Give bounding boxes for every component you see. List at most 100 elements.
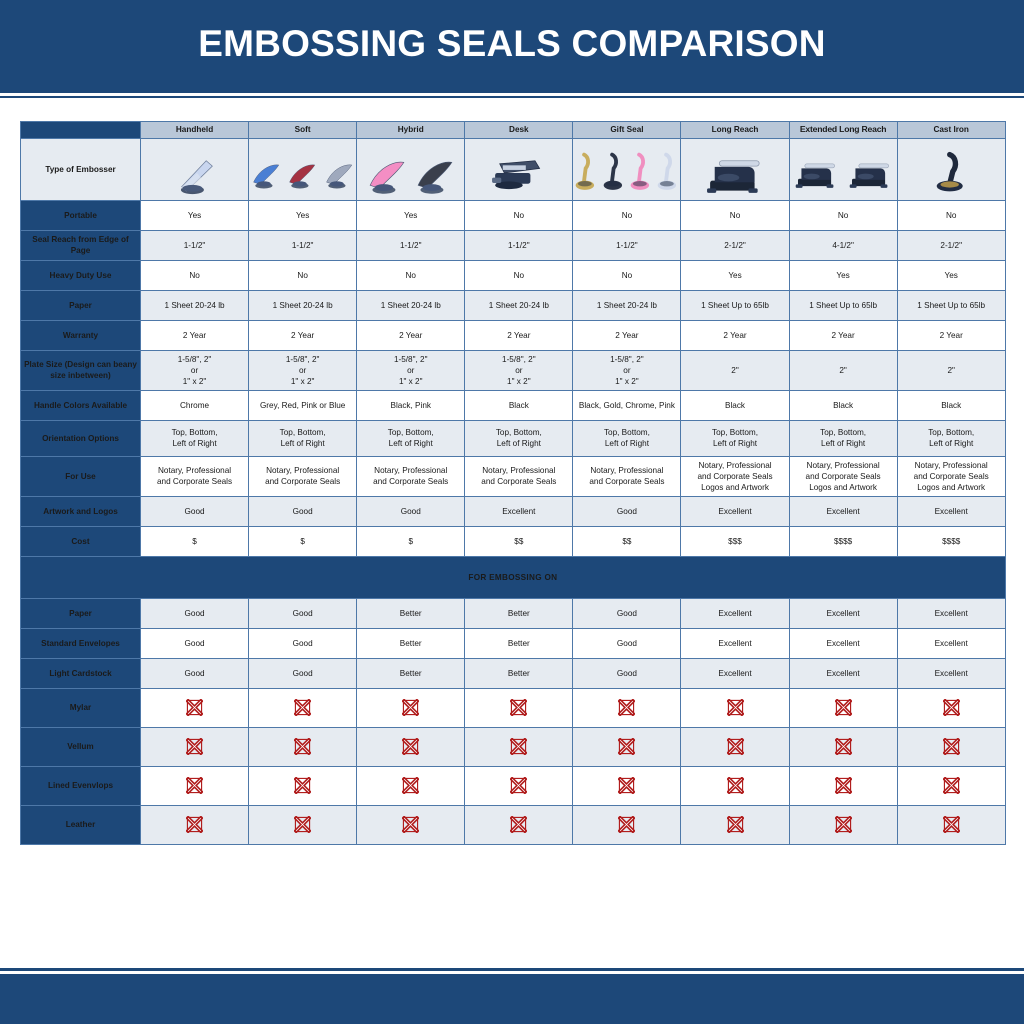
row-label-standard-envelopes: Standard Envelopes xyxy=(20,627,141,659)
cell-cost-soft: $ xyxy=(248,525,358,557)
cell-standard-envelopes-handheld: Good xyxy=(139,627,250,659)
cell-value: 4-1/2" xyxy=(832,240,854,250)
column-header-handheld: Handheld xyxy=(139,121,250,139)
cell-value: No xyxy=(297,270,308,280)
cell-value: $$ xyxy=(622,536,632,546)
cell-artwork-and-logos-desk: Excellent xyxy=(464,495,574,527)
cell-value: $$ xyxy=(514,536,524,546)
cell-value: 2 Year xyxy=(507,330,531,340)
cell-standard-envelopes-hybrid: Better xyxy=(356,627,466,659)
cell-standard-envelopes-extended-long-reach: Excellent xyxy=(788,627,898,659)
cell-value: No xyxy=(837,210,849,220)
cell-value: Excellent xyxy=(718,638,752,648)
cell-heavy-duty-use-handheld: No xyxy=(139,259,250,291)
cell-paper-extended-long-reach: Excellent xyxy=(788,597,898,629)
column-header-label: Desk xyxy=(509,125,529,135)
cell-cost-hybrid: $ xyxy=(356,525,466,557)
header-rule-thick xyxy=(0,88,1024,93)
cell-value: Good xyxy=(292,668,313,678)
cell-vellum-desk xyxy=(464,726,574,767)
cell-heavy-duty-use-desk: No xyxy=(464,259,574,291)
cell-value: 2 Year xyxy=(831,330,855,340)
cell-value: 1 Sheet Up to 65lb xyxy=(809,300,878,310)
cell-mylar-desk xyxy=(464,687,574,728)
cell-portable-cast-iron: No xyxy=(896,199,1006,231)
cell-plate-size-design-can-beany-size-inbetween-long-reach: 2" xyxy=(680,349,790,391)
table-row: Lined Evenvlops xyxy=(20,765,1006,806)
cell-seal-reach-from-edge-of-page-desk: 1-1/2" xyxy=(464,229,574,261)
cell-value: No xyxy=(945,210,957,220)
cell-value: 1-1/2" xyxy=(183,240,206,250)
cell-heavy-duty-use-cast-iron: Yes xyxy=(896,259,1006,291)
cell-value: Top, Bottom, Left of Right xyxy=(279,428,326,449)
cell-orientation-options-extended-long-reach: Top, Bottom, Left of Right xyxy=(788,419,898,457)
cell-value: No xyxy=(621,270,633,280)
cell-seal-reach-from-edge-of-page-extended-long-reach: 4-1/2" xyxy=(788,229,898,261)
cell-handle-colors-available-handheld: Chrome xyxy=(139,389,250,421)
table-row: Warranty 2 Year 2 Year 2 Year 2 Year 2 Year 2 … xyxy=(20,319,1006,351)
table-row: Orientation Options Top, Bottom, Left of R… xyxy=(20,419,1006,457)
row-label-cost: Cost xyxy=(20,525,141,557)
cell-seal-reach-from-edge-of-page-hybrid: 1-1/2" xyxy=(356,229,466,261)
x-mark-icon xyxy=(834,699,852,717)
cell-value: Good xyxy=(616,608,637,618)
row-label-text: Paper xyxy=(69,300,92,310)
column-header-label: Cast Iron xyxy=(933,125,969,135)
cell-artwork-and-logos-extended-long-reach: Excellent xyxy=(788,495,898,527)
cell-value: Black xyxy=(941,400,962,410)
cell-portable-handheld: Yes xyxy=(139,199,250,231)
column-header-soft: Soft xyxy=(248,121,358,139)
cell-value: Good xyxy=(184,638,205,648)
column-header-cast-iron: Cast Iron xyxy=(896,121,1006,139)
x-mark-icon xyxy=(834,816,852,834)
cell-standard-envelopes-desk: Better xyxy=(464,627,574,659)
row-label-text: For Use xyxy=(65,471,96,481)
cell-value: 1-1/2" xyxy=(399,240,422,250)
table-row: Heavy Duty Use No No No No No Yes Yes Yes xyxy=(20,259,1006,291)
x-mark-icon xyxy=(510,816,528,834)
cell-artwork-and-logos-cast-iron: Excellent xyxy=(896,495,1006,527)
cell-paper-soft: 1 Sheet 20-24 lb xyxy=(248,289,358,321)
cell-paper-long-reach: 1 Sheet Up to 65lb xyxy=(680,289,790,321)
cell-value: Excellent xyxy=(934,638,968,648)
cell-paper-extended-long-reach: 1 Sheet Up to 65lb xyxy=(788,289,898,321)
cell-cost-long-reach: $$$ xyxy=(680,525,790,557)
table-row: Handle Colors Available Chrome Grey, Red, … xyxy=(20,389,1006,421)
column-header-label: Handheld xyxy=(175,125,214,135)
cell-leather-hybrid xyxy=(356,804,466,845)
cell-value: Excellent xyxy=(718,608,752,618)
cell-type-of-embosser-extended-long-reach xyxy=(788,137,898,201)
table-row: Paper Good Good Better Better Good Excellent Ex… xyxy=(20,597,1006,629)
gift-seal-embosser-icon xyxy=(573,139,680,199)
cell-value: Notary, Professional and Corporate Seals xyxy=(481,466,557,487)
cell-orientation-options-soft: Top, Bottom, Left of Right xyxy=(248,419,358,457)
cell-handle-colors-available-gift-seal: Black, Gold, Chrome, Pink xyxy=(572,389,682,421)
cell-value: Excellent xyxy=(934,668,968,678)
cell-portable-gift-seal: No xyxy=(572,199,682,231)
row-label-text: Warranty xyxy=(62,330,99,340)
desk-embosser-icon xyxy=(465,139,572,199)
cell-plate-size-design-can-beany-size-inbetween-hybrid: 1-5/8", 2" or 1" x 2" xyxy=(356,349,466,391)
cell-orientation-options-cast-iron: Top, Bottom, Left of Right xyxy=(896,419,1006,457)
cell-value: Top, Bottom, Left of Right xyxy=(495,428,542,449)
cell-standard-envelopes-cast-iron: Excellent xyxy=(896,627,1006,659)
cell-value: Better xyxy=(399,638,422,648)
x-mark-icon xyxy=(618,777,636,795)
x-mark-icon xyxy=(186,699,204,717)
cell-plate-size-design-can-beany-size-inbetween-extended-long-reach: 2" xyxy=(788,349,898,391)
cell-value: Yes xyxy=(295,210,310,220)
x-mark-icon xyxy=(402,816,420,834)
cell-value: Notary, Professional and Corporate Seals L… xyxy=(805,460,881,492)
cell-value: Good xyxy=(616,638,637,648)
cell-handle-colors-available-soft: Grey, Red, Pink or Blue xyxy=(248,389,358,421)
row-label-leather: Leather xyxy=(20,804,141,845)
table-corner-cell xyxy=(20,121,141,139)
cell-value: $ xyxy=(192,536,197,546)
cell-lined-evenvlops-hybrid xyxy=(356,765,466,806)
row-label-text: Artwork and Logos xyxy=(43,506,118,516)
cell-value: Good xyxy=(292,506,313,516)
cell-lined-evenvlops-soft xyxy=(248,765,358,806)
cell-light-cardstock-soft: Good xyxy=(248,657,358,689)
row-label-text: Heavy Duty Use xyxy=(49,270,112,280)
cell-mylar-extended-long-reach xyxy=(788,687,898,728)
